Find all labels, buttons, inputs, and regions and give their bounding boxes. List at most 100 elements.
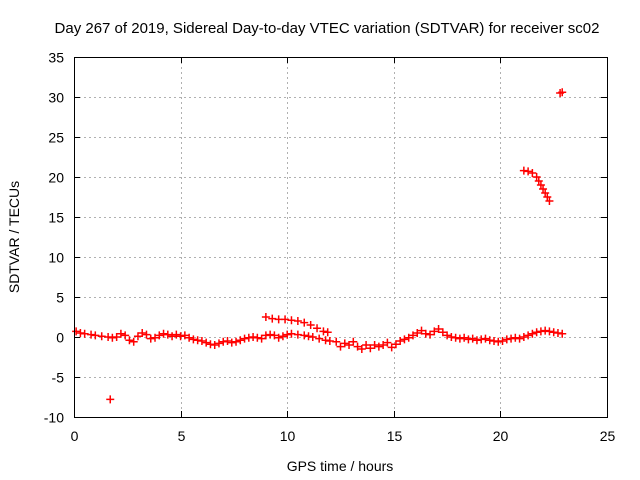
data-point bbox=[106, 395, 115, 404]
data-point bbox=[519, 333, 528, 341]
data-point bbox=[481, 334, 490, 343]
data-point bbox=[266, 330, 275, 339]
data-point bbox=[396, 337, 405, 345]
data-point bbox=[151, 333, 160, 342]
data-point bbox=[133, 332, 142, 341]
data-point bbox=[87, 330, 96, 339]
data-point bbox=[278, 332, 287, 341]
data-point bbox=[180, 331, 189, 340]
data-point bbox=[438, 328, 447, 337]
data-point bbox=[293, 330, 302, 339]
data-point bbox=[323, 328, 332, 337]
data-point bbox=[321, 336, 330, 345]
data-point bbox=[219, 337, 228, 346]
data-point bbox=[202, 338, 211, 347]
data-point bbox=[455, 334, 464, 343]
y-tick-label: -10 bbox=[44, 410, 64, 426]
data-point bbox=[253, 333, 262, 342]
data-point bbox=[112, 333, 121, 341]
data-point bbox=[210, 341, 219, 349]
y-tick-label: 5 bbox=[56, 290, 64, 306]
data-point bbox=[261, 313, 270, 321]
data-point bbox=[524, 331, 533, 340]
data-point bbox=[293, 317, 302, 325]
data-point bbox=[91, 331, 100, 340]
data-point bbox=[129, 337, 138, 346]
data-point bbox=[400, 335, 409, 344]
data-point bbox=[270, 331, 279, 340]
data-point bbox=[507, 334, 516, 343]
data-point bbox=[413, 329, 422, 337]
axis-ticks: 0 5 10 15 20 25 -10 -5 0 5 10 15 20 25 30 35 bbox=[44, 50, 616, 445]
data-point bbox=[468, 334, 477, 343]
data-point bbox=[345, 341, 354, 349]
data-point bbox=[283, 330, 292, 339]
data-point bbox=[477, 335, 486, 344]
data-point bbox=[287, 329, 296, 338]
x-tick-label: 20 bbox=[493, 428, 509, 444]
x-tick-label: 5 bbox=[178, 428, 186, 444]
data-point bbox=[244, 333, 253, 342]
data-point bbox=[104, 333, 113, 341]
y-tick-label: 20 bbox=[48, 170, 64, 186]
data-point bbox=[451, 333, 460, 342]
data-point bbox=[541, 326, 550, 335]
data-point bbox=[349, 337, 358, 346]
x-tick-label: 0 bbox=[71, 428, 79, 444]
data-point bbox=[223, 337, 232, 345]
data-point bbox=[176, 332, 185, 341]
data-point bbox=[146, 334, 155, 343]
data-point bbox=[379, 341, 388, 349]
data-point bbox=[257, 334, 266, 343]
data-point bbox=[76, 329, 85, 337]
data-point bbox=[421, 329, 430, 338]
data-point bbox=[528, 169, 537, 177]
data-point bbox=[519, 166, 528, 175]
data-point bbox=[159, 329, 168, 338]
data-point bbox=[464, 335, 473, 344]
data-point bbox=[72, 327, 81, 336]
data-point bbox=[536, 327, 545, 336]
data-point bbox=[336, 342, 345, 351]
data-points bbox=[72, 88, 567, 404]
data-point bbox=[426, 330, 435, 339]
data-point bbox=[80, 329, 89, 338]
y-tick-label: 35 bbox=[48, 50, 64, 66]
data-point bbox=[362, 341, 371, 349]
data-point bbox=[370, 341, 379, 349]
data-point bbox=[319, 327, 328, 336]
data-point bbox=[447, 333, 456, 341]
data-point bbox=[553, 329, 562, 337]
data-point bbox=[332, 337, 341, 346]
data-point bbox=[240, 334, 249, 343]
data-point bbox=[490, 337, 499, 345]
data-point bbox=[168, 332, 177, 341]
data-point bbox=[249, 333, 258, 341]
data-point bbox=[306, 321, 315, 329]
data-point bbox=[125, 336, 134, 345]
y-tick-label: 25 bbox=[48, 130, 64, 146]
data-point bbox=[281, 315, 290, 324]
data-point bbox=[357, 345, 366, 353]
data-point bbox=[404, 333, 413, 342]
data-point bbox=[300, 318, 309, 327]
data-point bbox=[315, 334, 324, 343]
x-tick-label: 15 bbox=[387, 428, 403, 444]
data-point bbox=[549, 328, 558, 337]
data-point bbox=[268, 314, 277, 323]
data-point bbox=[545, 327, 554, 336]
data-point bbox=[155, 331, 164, 340]
data-point bbox=[261, 331, 270, 340]
data-point bbox=[383, 338, 392, 347]
data-point bbox=[515, 334, 524, 343]
plot-frame bbox=[74, 57, 608, 418]
data-point bbox=[498, 337, 507, 345]
data-point bbox=[417, 326, 426, 335]
y-tick-label: -5 bbox=[52, 370, 65, 386]
x-axis-label: GPS time / hours bbox=[287, 458, 394, 474]
x-tick-label: 10 bbox=[280, 428, 296, 444]
data-point bbox=[528, 329, 537, 338]
chart-title: Day 267 of 2019, Sidereal Day-to-day VTE… bbox=[55, 20, 600, 37]
data-point bbox=[121, 331, 130, 340]
data-point bbox=[232, 337, 241, 346]
